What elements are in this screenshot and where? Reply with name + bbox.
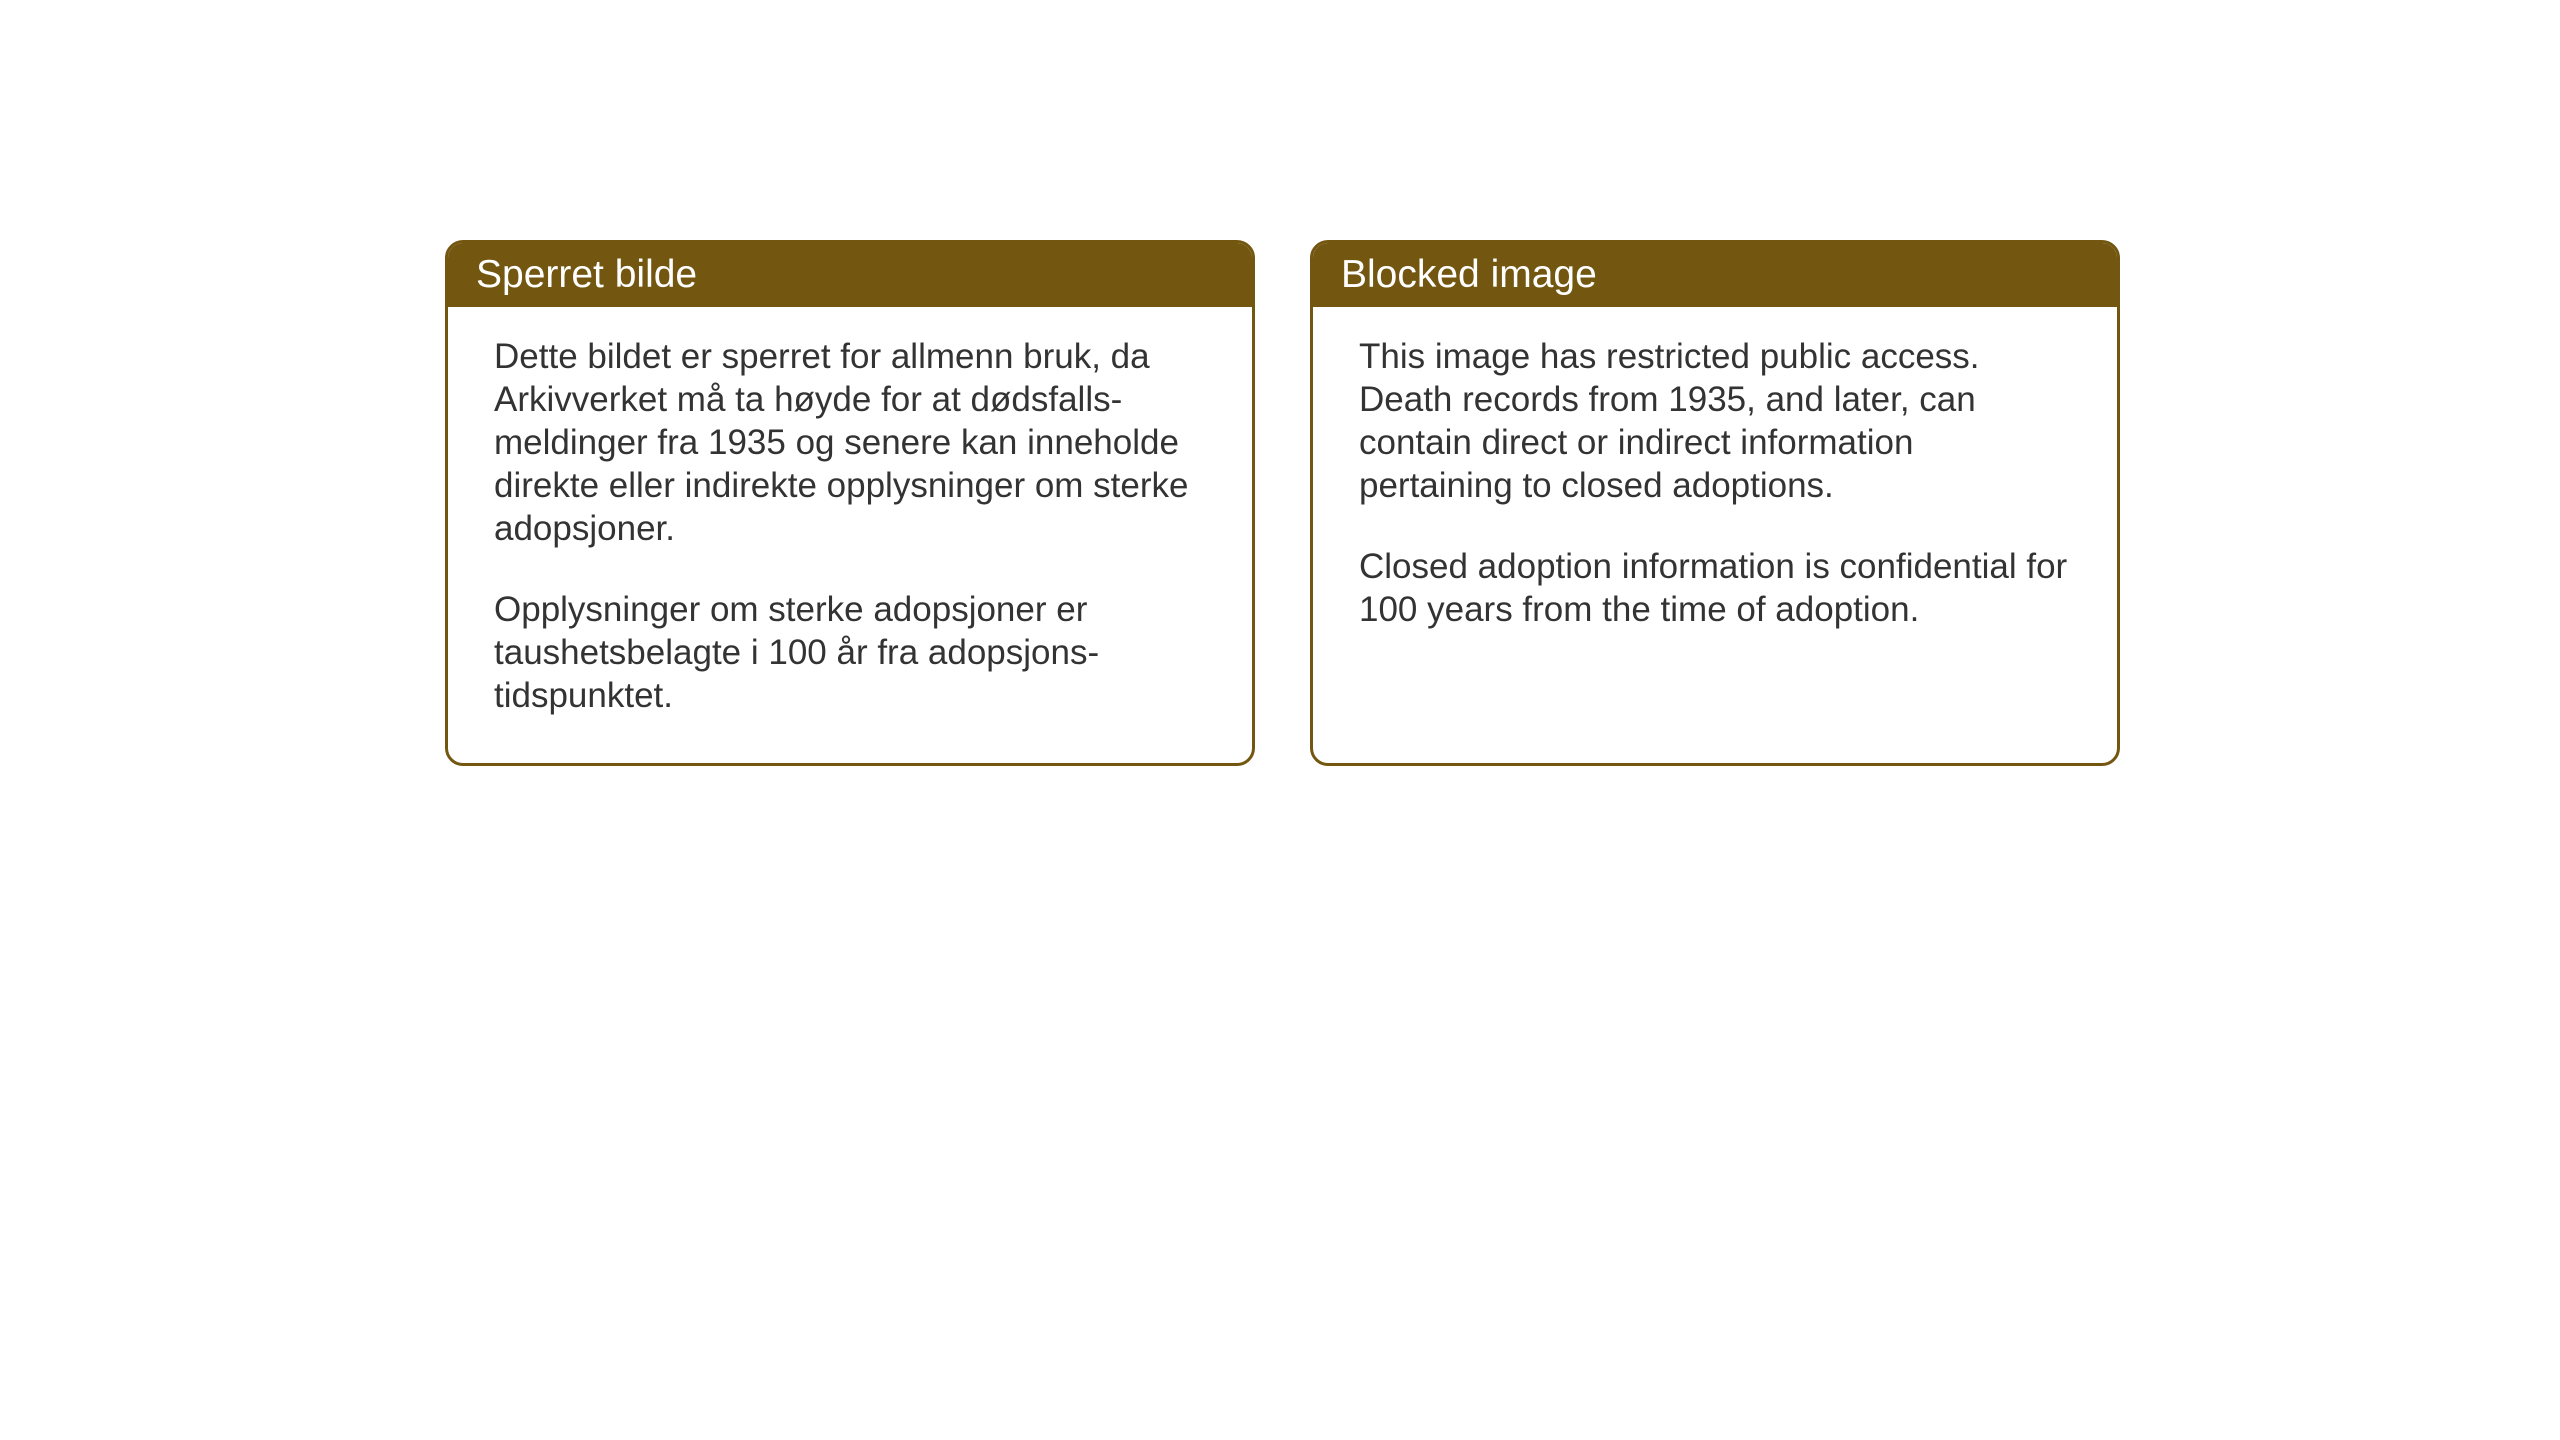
card-title-english: Blocked image xyxy=(1341,253,1597,296)
card-header-norwegian: Sperret bilde xyxy=(448,243,1252,307)
card-title-norwegian: Sperret bilde xyxy=(476,253,697,296)
notice-card-norwegian: Sperret bilde Dette bildet er sperret fo… xyxy=(445,240,1255,766)
card-paragraph-2-norwegian: Opplysninger om sterke adopsjoner er tau… xyxy=(494,588,1206,717)
card-header-english: Blocked image xyxy=(1313,243,2117,307)
card-paragraph-1-english: This image has restricted public access.… xyxy=(1359,335,2071,507)
card-body-english: This image has restricted public access.… xyxy=(1313,307,2117,707)
card-body-norwegian: Dette bildet er sperret for allmenn bruk… xyxy=(448,307,1252,763)
notice-card-english: Blocked image This image has restricted … xyxy=(1310,240,2120,766)
notice-container: Sperret bilde Dette bildet er sperret fo… xyxy=(445,240,2120,766)
card-paragraph-2-english: Closed adoption information is confident… xyxy=(1359,545,2071,631)
card-paragraph-1-norwegian: Dette bildet er sperret for allmenn bruk… xyxy=(494,335,1206,550)
